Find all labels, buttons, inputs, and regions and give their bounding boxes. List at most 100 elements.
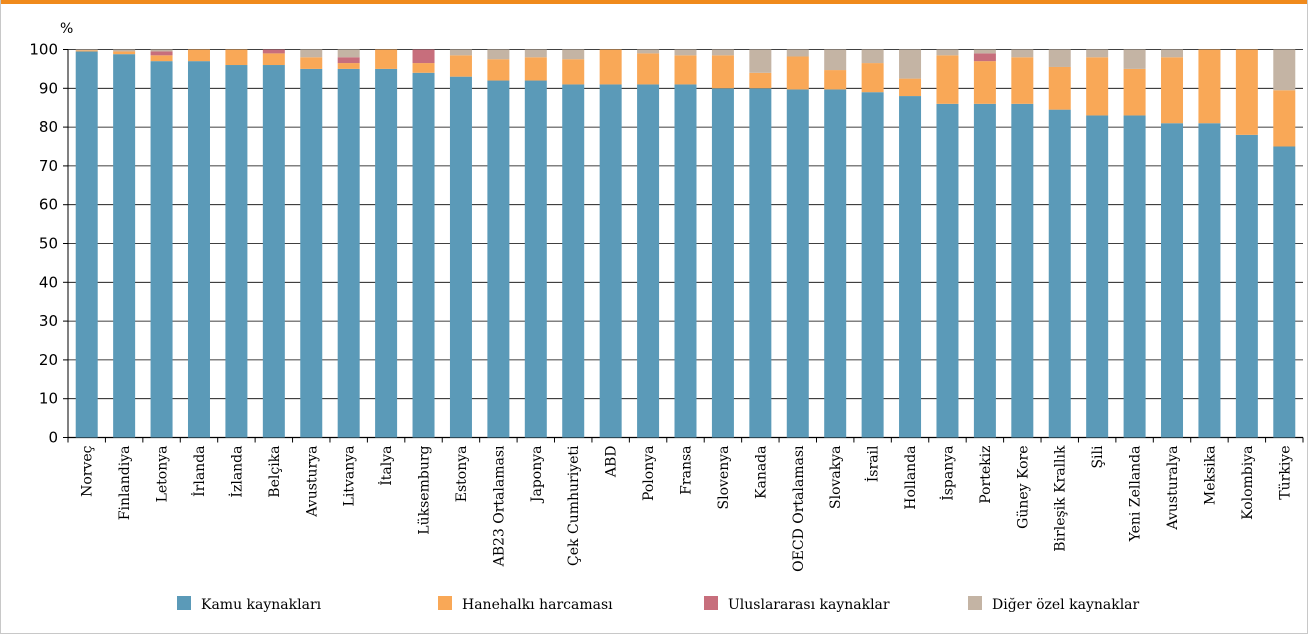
bar-segment [150,51,173,56]
x-tick-label: Portekiz [978,446,994,504]
x-tick-label: Belçika [267,446,283,498]
legend-item: Diğer özel kaynaklar [968,596,1140,613]
legend-item: Kamu kaynakları [177,596,322,613]
bar-segment [75,49,98,51]
bar-segment [936,103,959,438]
bar-segment [412,72,435,438]
bar-segment [637,53,660,85]
legend-item: Uluslararası kaynaklar [704,596,890,613]
bar-segment [861,49,884,64]
bar-segment [973,103,996,438]
y-tick-label: 70 [39,157,58,175]
bar-segment [187,61,210,438]
bar-segment [1123,115,1146,438]
bars [75,49,1296,438]
bar-segment [1048,49,1071,67]
bar-segment [899,78,922,97]
bar-segment [75,50,98,52]
legend-swatch [704,596,718,610]
y-tick-label: 20 [39,351,58,369]
x-tick-label: İspanya [938,446,956,501]
x-tick-label: Norveç [80,445,96,497]
x-tick-label: Meksika [1202,446,1218,506]
bar-segment [786,89,809,438]
bar-segment [1048,109,1071,438]
x-tick-label: Hollanda [903,446,919,510]
bar-segment [936,49,959,56]
x-tick-label: Çek Cumhuriyeti [566,445,582,566]
bar-segment [300,68,323,438]
bar-segment [225,49,248,66]
bar-segment [824,70,847,90]
x-tick-label: Türkiye [1277,446,1293,500]
bar-segment [1161,49,1184,58]
bar-segment [562,84,585,438]
bar-segment [1235,49,1258,135]
bar-segment [524,49,547,58]
legend-label: Kamu kaynakları [201,597,322,613]
bar-segment [150,61,173,438]
x-tick-label: Letonya [155,446,171,503]
bar-segment [749,72,772,89]
bar-segment [75,51,98,438]
x-tick-label: İsrail [864,445,882,482]
bar-segment [1235,134,1258,438]
x-tick-label: Slovakya [828,446,844,510]
bar-segment [1161,123,1184,438]
bar-segment [674,55,697,85]
bar-segment [1048,66,1071,110]
y-tick-label: 90 [39,79,58,97]
bar-segment [1273,146,1296,438]
x-tick-label: AB23 Ortalaması [491,445,507,567]
y-axis: 0 10 20 30 40 50 60 70 80 90 100 [29,41,69,447]
bar-segment [449,55,472,77]
bar-segment [749,88,772,438]
x-tick-label: Avusturya [304,446,320,518]
bar-segment [1123,68,1146,116]
x-tick-label: Fransa [679,446,695,495]
bar-segment [1011,57,1034,104]
bar-segment [861,63,884,93]
bar-segment [1198,49,1221,124]
y-tick-label: 60 [39,196,58,214]
bar-segment [1161,57,1184,124]
legend-label: Hanehalkı harcaması [462,597,613,613]
bar-segment [449,49,472,56]
x-tick-label: Kolombiya [1240,446,1256,520]
bar-segment [487,80,510,438]
bar-segment [412,63,435,73]
bar-segment [113,49,136,52]
x-tick-label: Estonya [454,446,470,503]
bar-segment [1011,49,1034,58]
bar-segment [187,49,210,62]
bar-segment [599,49,622,85]
y-tick-label: 0 [48,429,58,447]
unit-label: % [60,21,73,37]
x-tick-label: Japonya [529,446,545,505]
legend-item: Hanehalkı harcaması [438,596,613,613]
bar-segment [1123,49,1146,69]
bar-segment [711,55,734,89]
x-tick-label: ABD [604,446,620,479]
bar-segment [524,80,547,438]
y-tick-label: 40 [39,273,58,291]
bar-segment [786,49,809,57]
bar-segment [786,56,809,90]
bar-segment [337,49,360,58]
x-tick-label: Birleşik Krallık [1053,445,1069,552]
x-tick-label: Kanada [753,446,769,499]
bar-segment [449,76,472,438]
bar-segment [562,49,585,60]
bar-segment [824,89,847,438]
legend-swatch [177,596,191,610]
bar-segment [150,55,173,62]
bar-segment [599,84,622,438]
bar-segment [674,84,697,438]
bar-segment [1198,123,1221,438]
bar-segment [113,54,136,438]
x-tick-label: Finlandiya [117,446,133,521]
bar-segment [936,55,959,104]
bar-segment [1273,49,1296,91]
bar-segment [113,51,136,55]
